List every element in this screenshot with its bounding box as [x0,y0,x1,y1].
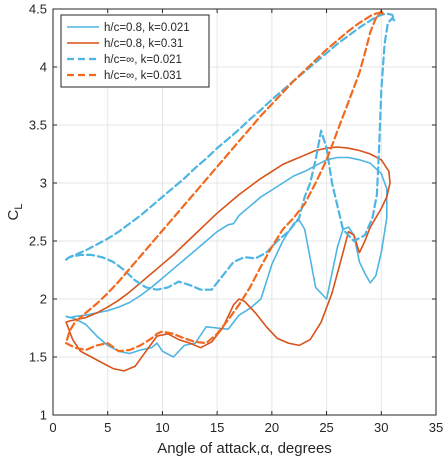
y-tick-label: 1 [40,408,47,423]
series-line-2 [65,146,391,372]
x-tick-label: 5 [104,420,111,435]
y-tick-label: 1.5 [29,350,47,365]
x-tick-label: 15 [210,420,224,435]
series-lines [64,10,396,372]
plot-area-frame [52,8,437,416]
legend-label-2: h/c=0.8, k=0.31 [104,38,183,50]
y-tick-label: 3.5 [29,118,47,133]
x-tick-label: 30 [374,420,388,435]
y-tick-label: 4 [40,60,47,75]
x-axis-label: Angle of attack,α, degrees [157,440,332,457]
legend-label-1: h/c=0.8, k=0.021 [104,22,190,34]
y-tick-label: 2 [40,292,47,307]
axis-ticks: 0 5 10 15 20 25 30 35 1 1.5 2 2.5 3 3.5 4 4.5 [29,2,443,436]
x-tick-label: 25 [319,420,333,435]
y-axis-label-subscript: L [13,204,25,210]
y-axis-label-main: C [5,209,22,220]
x-tick-label: 0 [49,420,56,435]
series-line-4 [64,10,385,353]
legend-label-4: h/c=∞, k=0.031 [104,70,182,82]
legend-label-3: h/c=∞, k=0.021 [104,54,182,66]
y-tick-label: 2.5 [29,234,47,249]
legend: h/c=0.8, k=0.021 h/c=0.8, k=0.31 h/c=∞, k=… [60,14,210,88]
y-tick-label: 4.5 [29,2,47,17]
y-tick-label: 3 [40,176,47,191]
series-line-1 [65,156,388,358]
series-line-3 [64,12,396,291]
x-tick-label: 20 [265,420,279,435]
x-tick-label: 10 [155,420,169,435]
y-axis-label: CL [5,204,25,221]
x-tick-label: 35 [429,420,443,435]
